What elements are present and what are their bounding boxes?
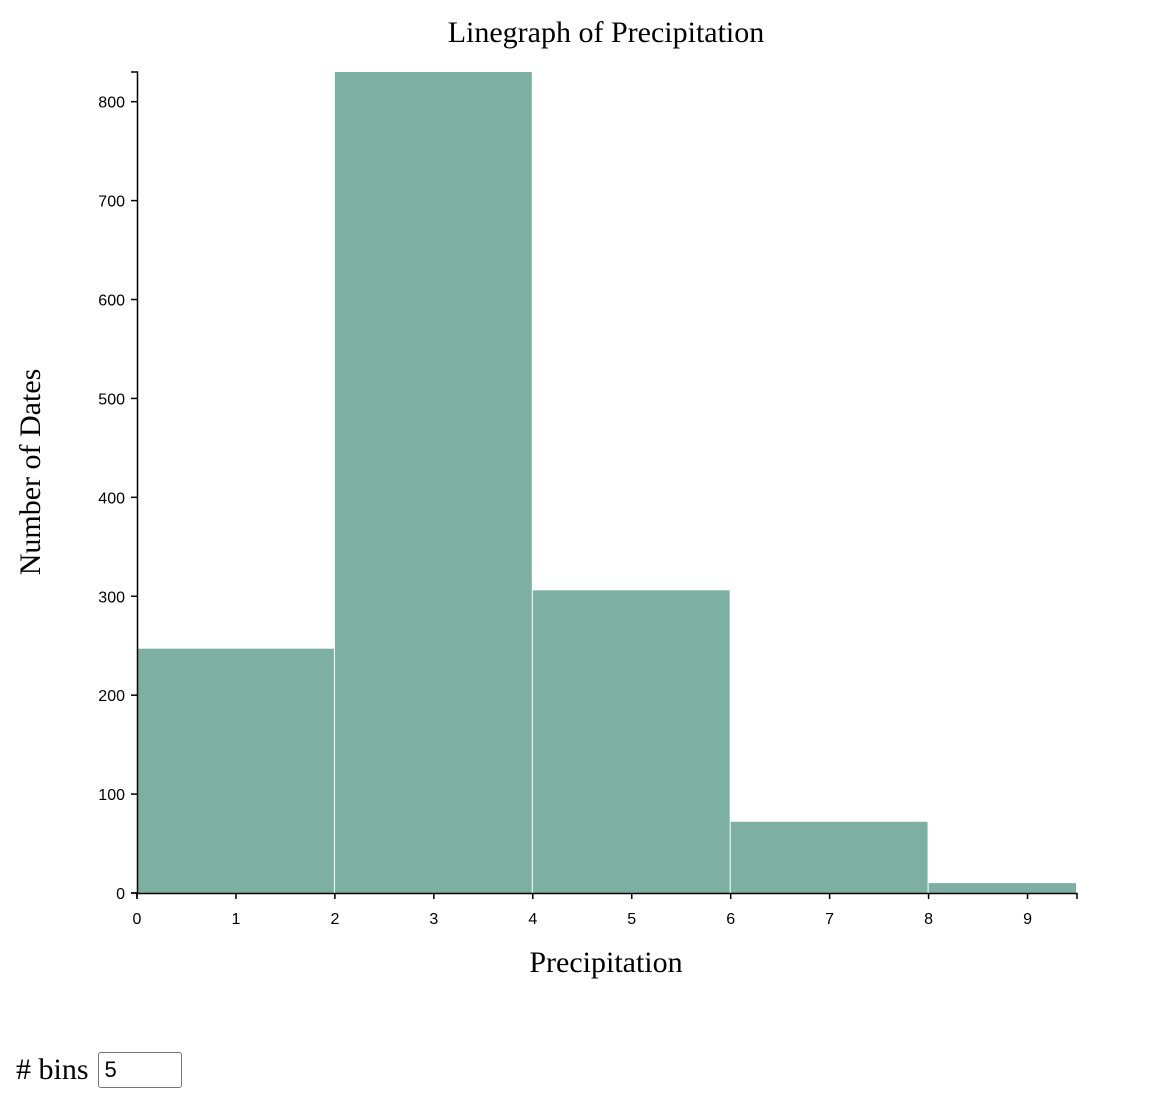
x-tick-label: 0 <box>133 911 142 928</box>
chart-title: Linegraph of Precipitation <box>448 16 765 49</box>
histogram-bar-5 <box>928 883 1076 893</box>
y-axis-line <box>131 71 139 894</box>
x-tick-label: 9 <box>1023 911 1032 928</box>
x-tick-label: 1 <box>231 911 240 928</box>
histogram-chart: Linegraph of Precipitation 0100200300400… <box>14 16 1078 979</box>
y-tick-label: 100 <box>98 787 125 804</box>
bars-layer <box>137 72 1076 893</box>
bins-control: # bins <box>16 1052 182 1088</box>
histogram-bar-2 <box>334 72 532 893</box>
histogram-bar-3 <box>532 590 730 893</box>
y-axis: 0 100 200 300 400 500 600 700 800 <box>98 71 139 903</box>
x-axis-line <box>136 892 1078 899</box>
x-tick-label: 7 <box>825 911 834 928</box>
x-tick-label: 4 <box>528 911 537 928</box>
x-tick-label: 6 <box>726 911 735 928</box>
y-axis-title: Number of Dates <box>14 369 47 576</box>
y-tick-label: 600 <box>98 293 125 310</box>
y-tick-label: 0 <box>116 886 125 903</box>
y-tick-label: 500 <box>98 391 125 408</box>
y-tick-label: 800 <box>98 95 125 112</box>
bins-input[interactable] <box>97 1052 182 1088</box>
x-axis: 0 1 2 3 4 5 6 7 8 9 <box>133 892 1078 928</box>
x-tick-label: 2 <box>330 911 339 928</box>
y-tick-label: 300 <box>98 589 125 606</box>
histogram-bar-4 <box>730 821 928 893</box>
bins-label: # bins <box>16 1053 89 1086</box>
x-axis-title: Precipitation <box>529 946 682 979</box>
y-tick-label: 200 <box>98 688 125 705</box>
y-tick-label: 400 <box>98 490 125 507</box>
x-tick-label: 5 <box>627 911 636 928</box>
x-tick-label: 8 <box>924 911 933 928</box>
y-tick-label: 700 <box>98 194 125 211</box>
x-tick-label: 3 <box>429 911 438 928</box>
histogram-bar-1 <box>137 648 334 893</box>
